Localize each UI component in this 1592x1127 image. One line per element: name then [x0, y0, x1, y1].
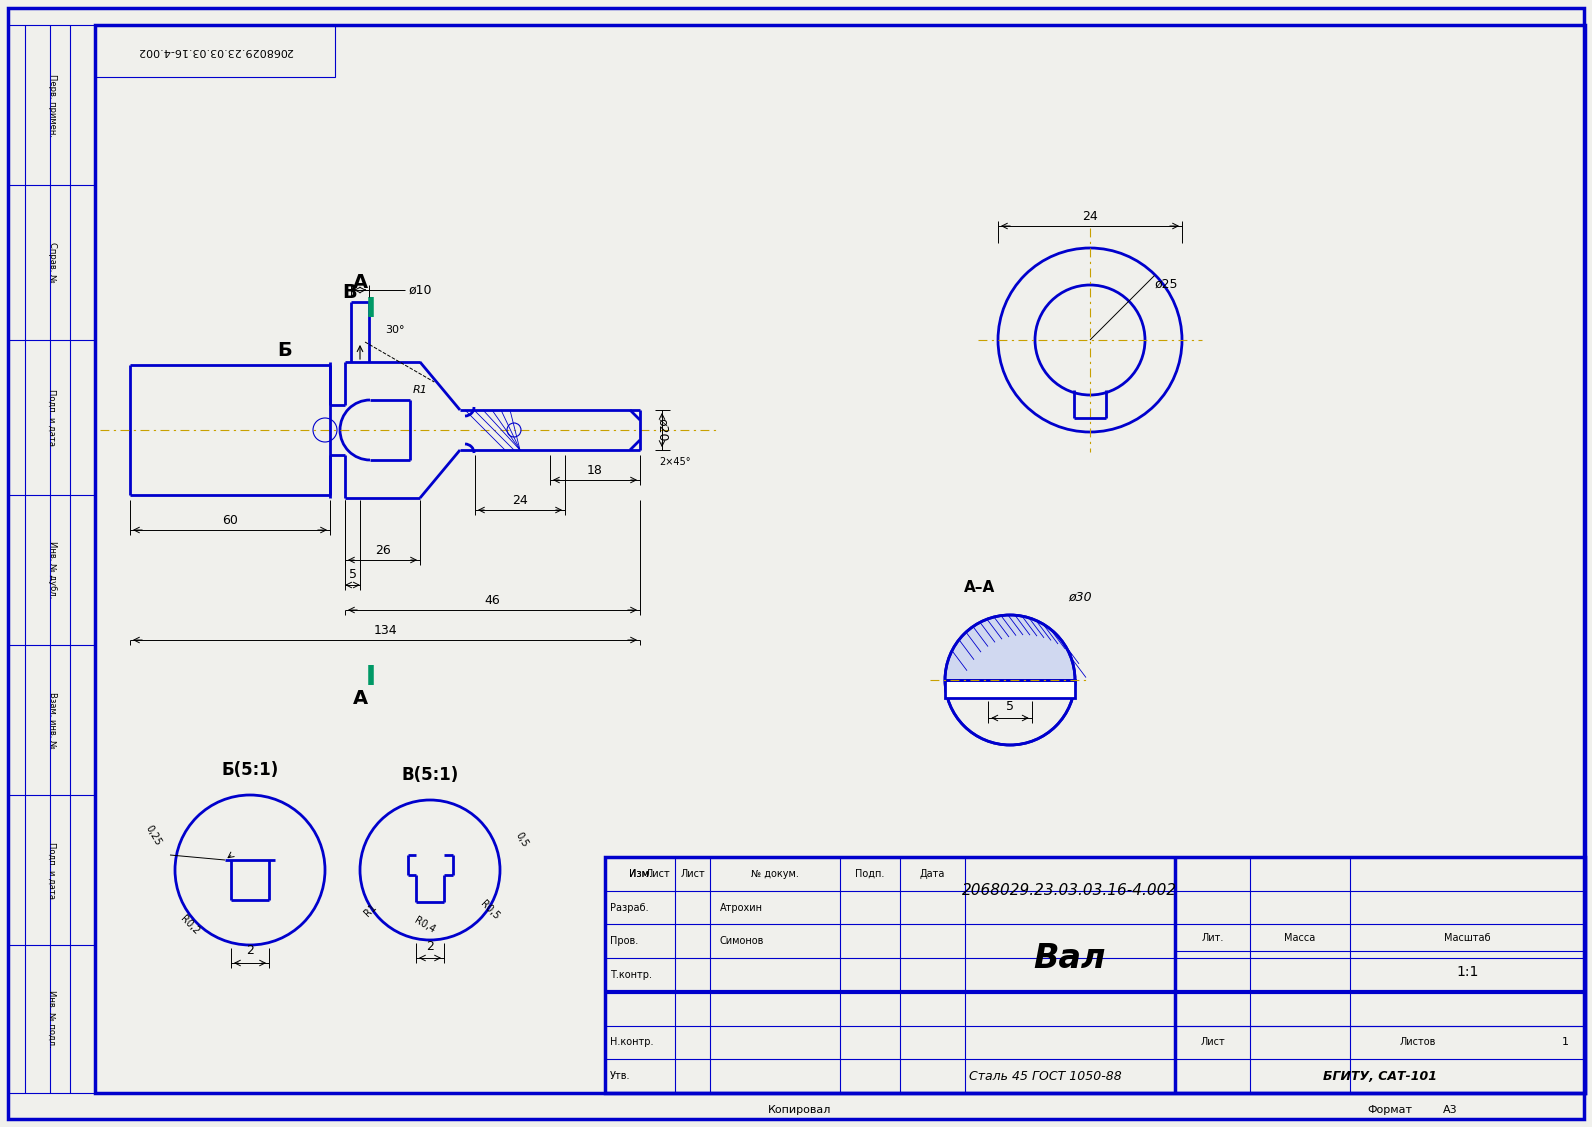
- Text: Атрохин: Атрохин: [720, 903, 763, 913]
- Text: Подп. и дата: Подп. и дата: [48, 389, 56, 446]
- Text: Подп.: Подп.: [855, 869, 885, 879]
- Text: Перв. примен.: Перв. примен.: [48, 73, 56, 136]
- Text: Симонов: Симонов: [720, 937, 764, 947]
- Bar: [605, 857, 1586, 1093]
- Text: Изм.: Изм.: [629, 869, 651, 879]
- Text: Б: Б: [277, 340, 293, 360]
- Text: А: А: [352, 689, 368, 708]
- Text: 60: 60: [221, 514, 237, 526]
- Text: R0,5: R0,5: [479, 898, 501, 922]
- Text: 2: 2: [247, 944, 255, 958]
- Bar: [96, 25, 334, 77]
- Polygon shape: [946, 615, 1075, 680]
- Text: Лист: Лист: [1200, 1038, 1224, 1047]
- Text: Т.контр.: Т.контр.: [610, 970, 653, 980]
- Text: Справ. №: Справ. №: [48, 242, 56, 283]
- Text: А: А: [352, 273, 368, 292]
- Text: 1:1: 1:1: [1457, 965, 1479, 978]
- Text: Утв.: Утв.: [610, 1071, 630, 1081]
- Text: Вал: Вал: [1033, 942, 1106, 975]
- Text: Взам. инв. №: Взам. инв. №: [48, 692, 56, 748]
- Text: Подп. и дата: Подп. и дата: [48, 842, 56, 898]
- Text: ø25: ø25: [1154, 277, 1178, 291]
- Text: Изм.: Изм.: [629, 869, 651, 879]
- Text: 2068029.23.03.03.16-4.002: 2068029.23.03.03.16-4.002: [137, 46, 293, 56]
- Text: 2068029.23.03.03.16-4.002: 2068029.23.03.03.16-4.002: [963, 884, 1178, 898]
- Text: Разраб.: Разраб.: [610, 903, 648, 913]
- Text: № докум.: № докум.: [751, 869, 799, 879]
- Text: R0,2: R0,2: [178, 914, 202, 937]
- Text: 2×45°: 2×45°: [659, 458, 691, 467]
- Bar: [946, 680, 1075, 698]
- Text: Инв. № дубл.: Инв. № дубл.: [48, 541, 56, 598]
- Text: R0,4: R0,4: [412, 915, 438, 935]
- Text: 30°: 30°: [385, 325, 404, 335]
- Text: Инв. № подл.: Инв. № подл.: [48, 991, 56, 1048]
- Text: 2: 2: [427, 940, 435, 952]
- Text: ø30: ø30: [1068, 591, 1092, 603]
- Text: R1: R1: [412, 385, 427, 394]
- Text: 134: 134: [373, 623, 396, 637]
- Text: 0,5: 0,5: [514, 831, 530, 850]
- Text: Лит.: Лит.: [1202, 933, 1224, 943]
- Text: БГИТУ, САТ-101: БГИТУ, САТ-101: [1323, 1070, 1438, 1083]
- Text: Лист: Лист: [680, 869, 705, 879]
- Text: Пров.: Пров.: [610, 937, 638, 947]
- Text: Масштаб: Масштаб: [1444, 933, 1490, 943]
- Text: Н.контр.: Н.контр.: [610, 1038, 653, 1047]
- Text: Б(5:1): Б(5:1): [221, 761, 279, 779]
- Text: ø20: ø20: [656, 418, 669, 442]
- Text: 26: 26: [374, 543, 390, 557]
- Text: Листов: Листов: [1399, 1038, 1436, 1047]
- Text: 46: 46: [484, 594, 500, 606]
- Text: Формат: Формат: [1368, 1104, 1412, 1115]
- Text: 1: 1: [1562, 1038, 1568, 1047]
- Text: R1: R1: [361, 902, 379, 919]
- Text: 24: 24: [513, 494, 529, 506]
- Text: 5: 5: [1006, 700, 1014, 712]
- Text: В: В: [342, 283, 357, 302]
- Text: Дата: Дата: [920, 869, 946, 879]
- Text: А–А: А–А: [965, 579, 995, 595]
- Text: 5: 5: [349, 568, 357, 582]
- Text: А3: А3: [1442, 1104, 1457, 1115]
- Text: Копировал: Копировал: [769, 1104, 831, 1115]
- Text: Лист: Лист: [645, 869, 670, 879]
- Text: ø10: ø10: [408, 284, 431, 296]
- Text: Масса: Масса: [1285, 933, 1315, 943]
- Text: Сталь 45 ГОСТ 1050-88: Сталь 45 ГОСТ 1050-88: [968, 1070, 1121, 1083]
- Text: 24: 24: [1083, 210, 1098, 222]
- Text: 18: 18: [587, 463, 603, 477]
- Text: 0,25: 0,25: [143, 823, 162, 846]
- Text: В(5:1): В(5:1): [401, 766, 458, 784]
